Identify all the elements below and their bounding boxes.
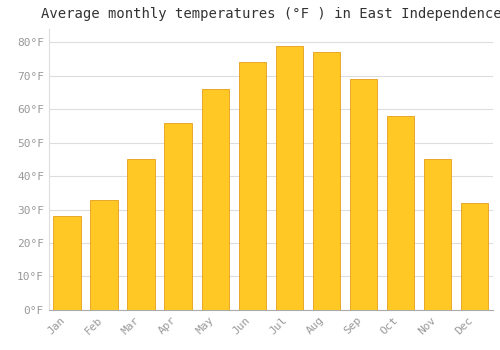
Bar xyxy=(350,79,378,310)
Bar xyxy=(128,159,155,310)
Bar xyxy=(54,216,81,310)
Bar xyxy=(90,199,118,310)
Bar xyxy=(424,159,452,310)
Bar xyxy=(202,89,230,310)
Bar xyxy=(276,46,303,310)
Bar xyxy=(386,116,414,310)
Bar xyxy=(238,63,266,310)
Title: Average monthly temperatures (°F ) in East Independence: Average monthly temperatures (°F ) in Ea… xyxy=(40,7,500,21)
Bar xyxy=(312,52,340,310)
Bar xyxy=(460,203,488,310)
Bar xyxy=(164,122,192,310)
